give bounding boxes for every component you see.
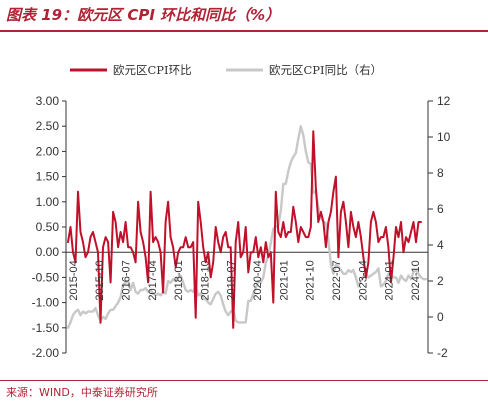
right-tick-label: 8 xyxy=(437,166,444,180)
left-tick-label: 1.50 xyxy=(36,170,60,184)
left-tick-label: -2.00 xyxy=(32,346,60,360)
source-rule xyxy=(0,380,488,381)
x-tick-label: 2015-04 xyxy=(68,260,80,300)
x-tick-label: 2024-10 xyxy=(410,260,422,300)
x-tick-label: 2022-07 xyxy=(331,260,343,300)
right-tick-label: 6 xyxy=(437,202,444,216)
x-tick-labels: 2015-04 2015-10 2016-07 2017-04 2018-01 2018-… xyxy=(68,260,422,300)
x-tick-label: 2020-04 xyxy=(252,260,264,300)
source-note: 来源：WIND，中泰证券研究所 xyxy=(6,386,158,399)
x-tick-label: 2017-04 xyxy=(147,260,159,300)
left-tick-label: 0.00 xyxy=(36,245,60,259)
x-tick-label: 2021-01 xyxy=(278,260,290,300)
x-tick-label: 2023-04 xyxy=(357,260,369,300)
x-tick-label: 2015-10 xyxy=(94,260,106,300)
legend: 欧元区CPI环比 欧元区CPI同比（右） xyxy=(70,63,382,77)
legend-label-mom: 欧元区CPI环比 xyxy=(113,63,192,77)
right-tick-label: -2 xyxy=(437,346,448,360)
right-tick-label: 10 xyxy=(437,130,451,144)
right-tick-label: 12 xyxy=(437,94,451,108)
left-tick-label: -1.50 xyxy=(32,321,60,335)
x-tick-label: 2019-07 xyxy=(226,260,238,300)
x-tick-label: 2016-07 xyxy=(121,260,133,300)
axes: 3.00 2.50 2.00 1.50 1.00 0.50 0.00 -0.50 -1.00 -1… xyxy=(32,94,451,360)
legend-label-yoy: 欧元区CPI同比（右） xyxy=(269,63,382,77)
right-tick-label: 0 xyxy=(437,310,444,324)
left-tick-label: 1.00 xyxy=(36,195,60,209)
x-tick-label: 2018-10 xyxy=(199,260,211,300)
cpi-line-chart: 欧元区CPI环比 欧元区CPI同比（右） 3.00 2.50 2.00 1.50 1.0… xyxy=(32,63,451,360)
left-tick-label: -0.50 xyxy=(32,270,60,284)
x-tick-label: 2021-10 xyxy=(305,260,317,300)
right-tick-label: 2 xyxy=(437,274,444,288)
x-tick-label: 2024-01 xyxy=(384,260,396,300)
title-rule xyxy=(0,30,488,32)
series-lines xyxy=(66,124,428,329)
right-tick-label: 4 xyxy=(437,238,444,252)
chart-title: 图表 19：欧元区 CPI 环比和同比（%） xyxy=(6,6,281,24)
left-tick-label: 0.50 xyxy=(36,220,60,234)
left-tick-label: 2.00 xyxy=(36,144,60,158)
series-line-mom xyxy=(67,130,422,329)
left-tick-label: -1.00 xyxy=(32,296,60,310)
left-tick-label: 3.00 xyxy=(36,94,60,108)
x-tick-label: 2018-01 xyxy=(173,260,185,300)
left-tick-label: 2.50 xyxy=(36,119,60,133)
